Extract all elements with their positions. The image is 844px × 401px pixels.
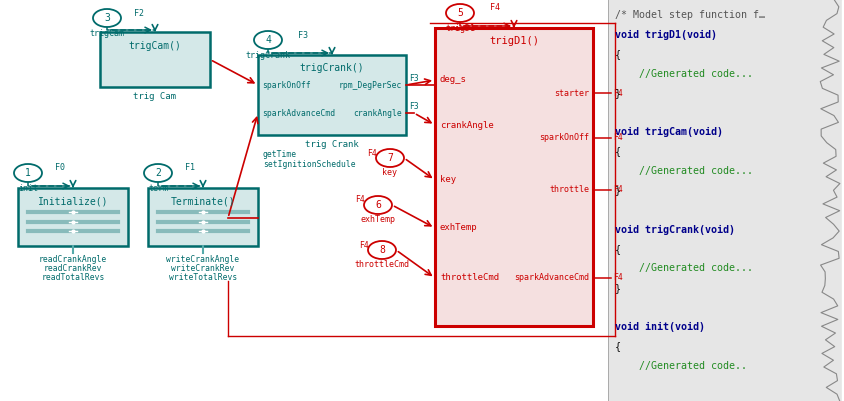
- Text: //Generated code...: //Generated code...: [614, 166, 752, 176]
- Text: 1: 1: [25, 168, 31, 178]
- Polygon shape: [820, 0, 844, 401]
- Text: //Generated code...: //Generated code...: [614, 69, 752, 79]
- Text: F4: F4: [359, 241, 369, 249]
- Text: trigCrank: trigCrank: [246, 51, 290, 60]
- Text: readCrankRev: readCrankRev: [44, 264, 102, 273]
- Ellipse shape: [446, 4, 473, 22]
- Text: throttleCmd: throttleCmd: [354, 260, 409, 269]
- Text: F2: F2: [134, 8, 143, 18]
- Bar: [100, 32, 210, 87]
- Text: init: init: [18, 184, 38, 193]
- Ellipse shape: [368, 241, 396, 259]
- Text: F3: F3: [298, 30, 307, 40]
- Text: starter: starter: [554, 89, 588, 97]
- Text: getTime: getTime: [262, 150, 297, 159]
- Text: 3: 3: [104, 13, 110, 23]
- Text: F0: F0: [55, 164, 65, 172]
- Text: 4: 4: [265, 35, 271, 45]
- Bar: [18, 188, 127, 246]
- Text: }: }: [614, 88, 620, 98]
- Text: F1: F1: [185, 164, 195, 172]
- Text: trigCam(): trigCam(): [128, 41, 181, 51]
- Text: F4: F4: [612, 134, 622, 142]
- Text: F3: F3: [408, 102, 419, 111]
- Text: 6: 6: [375, 200, 381, 210]
- Text: void trigCrank(void): void trigCrank(void): [614, 225, 734, 235]
- Text: 8: 8: [379, 245, 385, 255]
- Text: sparkOnOff: sparkOnOff: [262, 81, 311, 89]
- Text: F4: F4: [490, 4, 500, 12]
- Text: {: {: [614, 244, 620, 254]
- Text: trigD1(): trigD1(): [489, 36, 538, 46]
- Text: 5: 5: [457, 8, 463, 18]
- Text: void trigCam(void): void trigCam(void): [614, 127, 722, 137]
- Text: }: }: [614, 283, 620, 293]
- Text: //Generated code...: //Generated code...: [614, 263, 752, 273]
- Text: 2: 2: [155, 168, 160, 178]
- Text: trigCrank(): trigCrank(): [300, 63, 364, 73]
- Bar: [435, 28, 592, 326]
- Text: setIgnitionSchedule: setIgnitionSchedule: [262, 160, 355, 169]
- Ellipse shape: [143, 164, 172, 182]
- Text: readTotalRevs: readTotalRevs: [41, 273, 105, 282]
- Text: F4: F4: [612, 186, 622, 194]
- Text: throttleCmd: throttleCmd: [440, 273, 499, 282]
- Text: F3: F3: [408, 74, 419, 83]
- Text: trig Crank: trig Crank: [305, 140, 359, 149]
- Text: rpm_DegPerSec: rpm_DegPerSec: [338, 81, 402, 89]
- Ellipse shape: [364, 196, 392, 214]
- Text: {: {: [614, 49, 620, 59]
- Text: /* Model step function f…: /* Model step function f…: [614, 10, 764, 20]
- Text: exhTemp: exhTemp: [440, 223, 477, 233]
- Text: deg_s: deg_s: [440, 75, 467, 85]
- Text: writeTotalRevs: writeTotalRevs: [169, 273, 237, 282]
- Text: sparkOnOff: sparkOnOff: [538, 134, 588, 142]
- Text: readCrankAngle: readCrankAngle: [39, 255, 107, 264]
- Text: F4: F4: [612, 89, 622, 97]
- Text: trigD1: trigD1: [445, 24, 474, 33]
- Text: throttle: throttle: [549, 186, 588, 194]
- Ellipse shape: [14, 164, 42, 182]
- Bar: [257, 55, 405, 135]
- Text: crankAngle: crankAngle: [440, 120, 493, 130]
- Text: trigCam: trigCam: [89, 29, 124, 38]
- Text: }: }: [614, 186, 620, 196]
- Text: //Generated code..: //Generated code..: [614, 361, 746, 371]
- Text: F4: F4: [366, 148, 376, 158]
- Text: trig Cam: trig Cam: [133, 92, 176, 101]
- Text: writeCrankAngle: writeCrankAngle: [166, 255, 240, 264]
- Bar: [148, 188, 257, 246]
- Text: {: {: [614, 342, 620, 352]
- Text: key: key: [382, 168, 397, 177]
- Text: F4: F4: [354, 196, 365, 205]
- Ellipse shape: [254, 31, 282, 49]
- Text: 7: 7: [387, 153, 392, 163]
- Text: sparkAdvanceCmd: sparkAdvanceCmd: [513, 273, 588, 282]
- Text: exhTemp: exhTemp: [360, 215, 395, 224]
- Text: void init(void): void init(void): [614, 322, 704, 332]
- Polygon shape: [841, 0, 844, 401]
- Ellipse shape: [376, 149, 403, 167]
- Ellipse shape: [93, 9, 121, 27]
- Text: {: {: [614, 146, 620, 156]
- Text: sparkAdvanceCmd: sparkAdvanceCmd: [262, 109, 335, 117]
- Text: Initialize(): Initialize(): [38, 196, 108, 206]
- Text: Terminate(): Terminate(): [170, 196, 235, 206]
- Text: key: key: [440, 176, 456, 184]
- Bar: [608, 0, 844, 401]
- Text: term: term: [148, 184, 168, 193]
- Text: writeCrankRev: writeCrankRev: [171, 264, 235, 273]
- Text: F4: F4: [612, 273, 622, 282]
- Text: crankAngle: crankAngle: [353, 109, 402, 117]
- Text: void trigD1(void): void trigD1(void): [614, 30, 717, 40]
